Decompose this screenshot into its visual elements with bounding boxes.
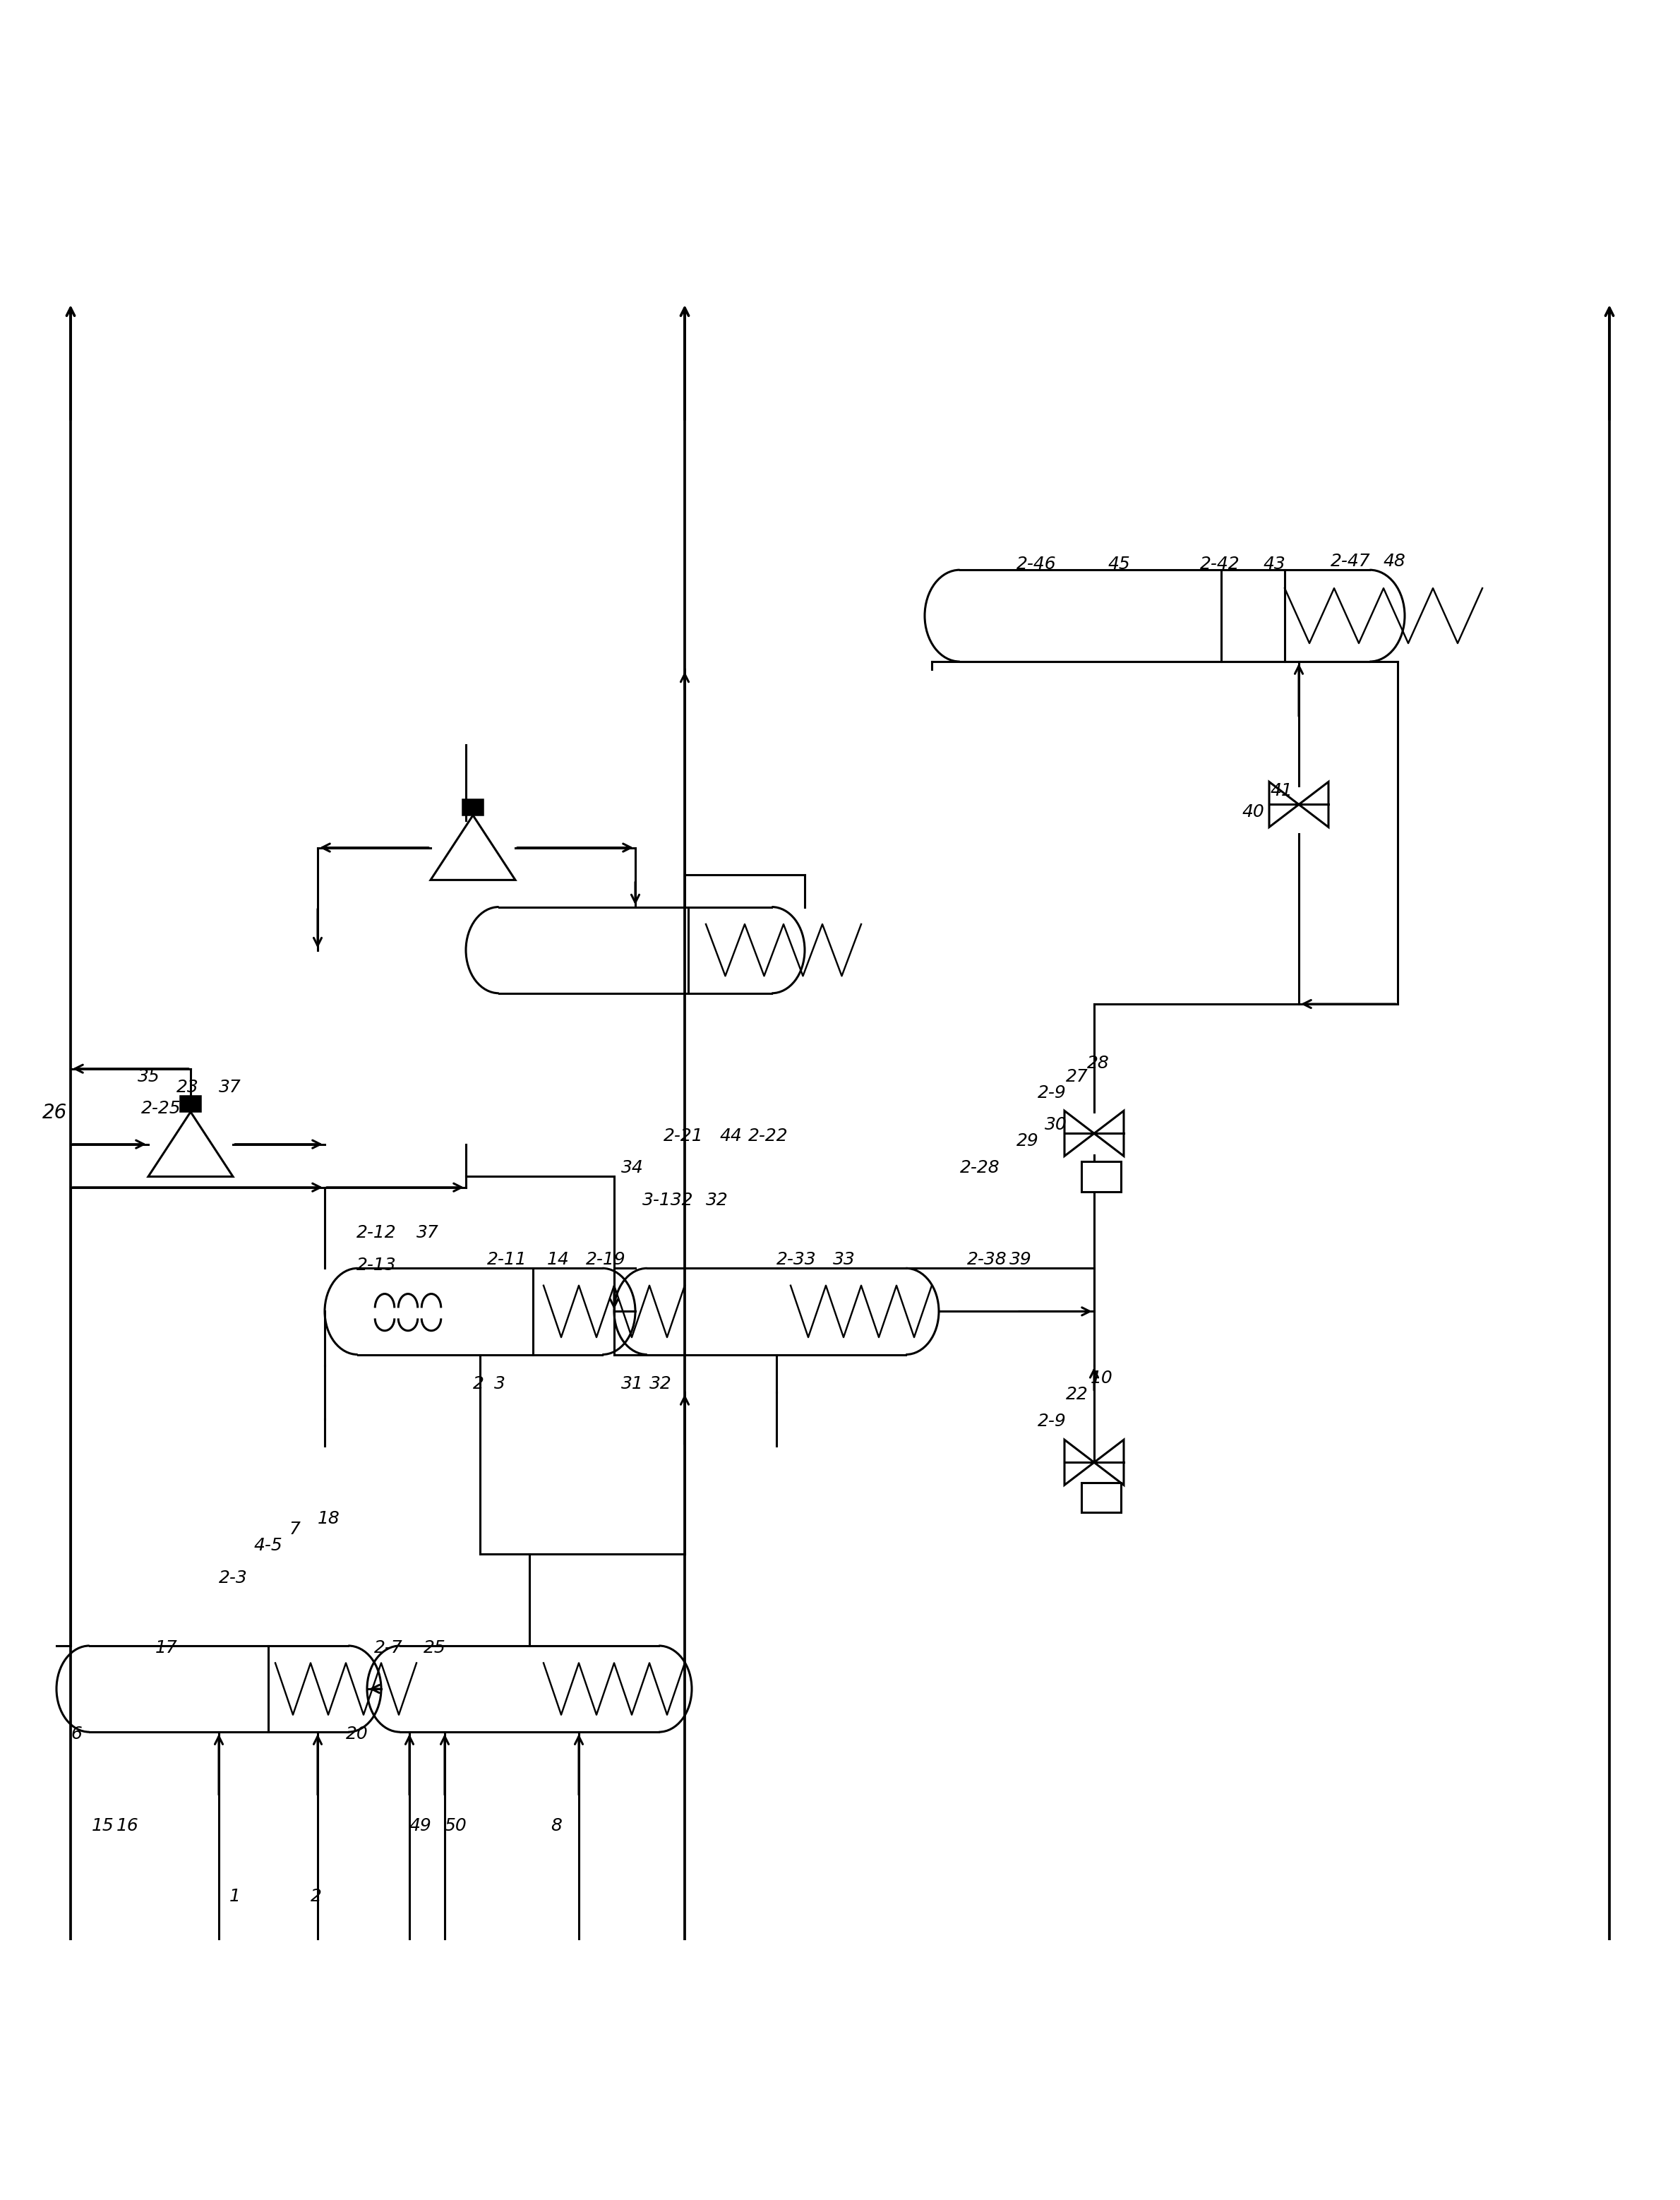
Text: 37: 37 bbox=[417, 1225, 438, 1241]
Bar bbox=[1082, 1483, 1121, 1514]
Text: 34: 34 bbox=[622, 1159, 643, 1177]
Text: 1: 1 bbox=[230, 1888, 240, 1905]
Text: 28: 28 bbox=[1087, 1054, 1109, 1071]
Text: 10: 10 bbox=[1090, 1371, 1114, 1386]
Text: 25: 25 bbox=[423, 1639, 445, 1657]
Text: 33: 33 bbox=[833, 1252, 855, 1267]
Text: 2-3: 2-3 bbox=[218, 1569, 247, 1586]
Text: 2-19: 2-19 bbox=[586, 1252, 627, 1267]
Text: 3-132: 3-132 bbox=[642, 1192, 694, 1210]
Text: 16: 16 bbox=[116, 1817, 139, 1835]
Text: 2-33: 2-33 bbox=[776, 1252, 816, 1267]
Text: 2-7: 2-7 bbox=[375, 1639, 403, 1657]
Text: 31: 31 bbox=[622, 1375, 643, 1393]
Text: 37: 37 bbox=[218, 1078, 242, 1096]
Text: 49: 49 bbox=[410, 1817, 432, 1835]
Text: 26: 26 bbox=[42, 1102, 67, 1122]
Text: 48: 48 bbox=[1384, 552, 1406, 570]
Text: 8: 8 bbox=[551, 1817, 561, 1835]
Text: 17: 17 bbox=[155, 1639, 178, 1657]
Text: 2-25: 2-25 bbox=[141, 1100, 181, 1118]
Text: 43: 43 bbox=[1263, 557, 1285, 572]
Text: 29: 29 bbox=[1016, 1133, 1038, 1151]
Text: 45: 45 bbox=[1109, 557, 1131, 572]
Text: 14: 14 bbox=[548, 1252, 570, 1267]
Text: 7: 7 bbox=[289, 1520, 301, 1538]
Text: 2-47: 2-47 bbox=[1331, 552, 1371, 570]
Text: 50: 50 bbox=[445, 1817, 467, 1835]
Text: 2-13: 2-13 bbox=[356, 1256, 396, 1274]
Text: 32: 32 bbox=[706, 1192, 729, 1210]
Text: 41: 41 bbox=[1270, 783, 1294, 799]
Text: 32: 32 bbox=[650, 1375, 672, 1393]
Bar bbox=[462, 799, 484, 816]
Text: 2-11: 2-11 bbox=[487, 1252, 528, 1267]
Text: 6: 6 bbox=[71, 1725, 82, 1742]
Text: 3: 3 bbox=[494, 1375, 506, 1393]
Text: 22: 22 bbox=[1065, 1386, 1089, 1404]
Text: 2-9: 2-9 bbox=[1038, 1085, 1067, 1100]
Text: 15: 15 bbox=[92, 1817, 114, 1835]
Text: 18: 18 bbox=[318, 1509, 339, 1527]
Text: 4-5: 4-5 bbox=[254, 1538, 282, 1553]
Text: 23: 23 bbox=[176, 1078, 198, 1096]
Text: 2: 2 bbox=[474, 1375, 484, 1393]
Text: 39: 39 bbox=[1010, 1252, 1032, 1267]
Text: 20: 20 bbox=[346, 1725, 368, 1742]
Text: 2-21: 2-21 bbox=[664, 1126, 704, 1144]
Text: 2-22: 2-22 bbox=[748, 1126, 788, 1144]
Text: 44: 44 bbox=[721, 1126, 743, 1144]
Text: 2-42: 2-42 bbox=[1200, 557, 1240, 572]
Bar bbox=[180, 1096, 202, 1111]
Text: 2-46: 2-46 bbox=[1016, 557, 1057, 572]
Text: 2-12: 2-12 bbox=[356, 1225, 396, 1241]
Text: 2: 2 bbox=[311, 1888, 323, 1905]
Text: 40: 40 bbox=[1242, 803, 1265, 821]
Text: 30: 30 bbox=[1045, 1115, 1067, 1133]
Text: 2-9: 2-9 bbox=[1038, 1412, 1067, 1430]
Bar bbox=[1082, 1162, 1121, 1192]
Text: 27: 27 bbox=[1065, 1067, 1089, 1085]
Text: 2-38: 2-38 bbox=[968, 1252, 1006, 1267]
Text: 2-28: 2-28 bbox=[959, 1159, 1000, 1177]
Text: 35: 35 bbox=[138, 1067, 160, 1085]
